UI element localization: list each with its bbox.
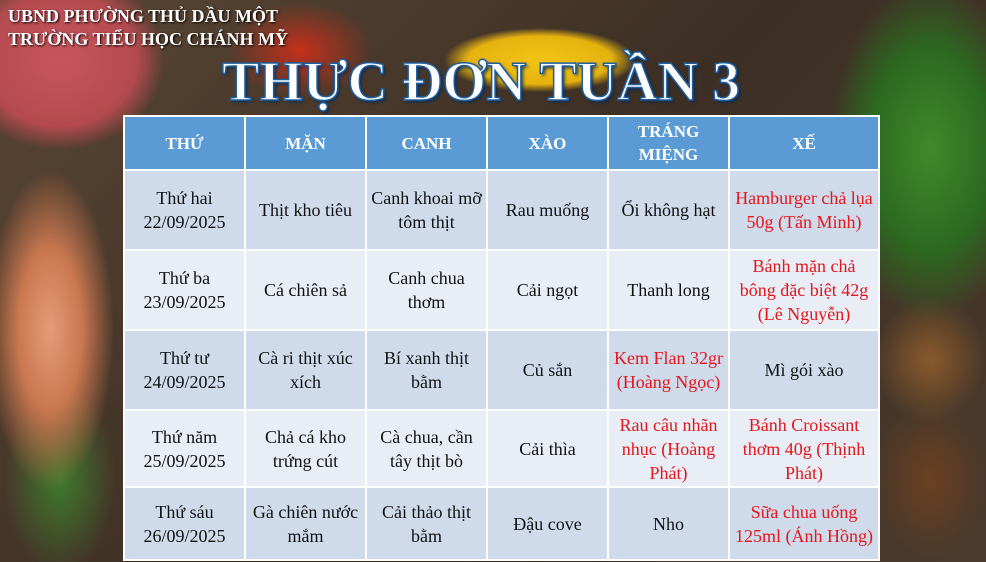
stirfry-cell: Cải thìa: [486, 409, 609, 488]
column-header-main: MẶN: [244, 115, 367, 171]
day-cell: Thứ năm 25/09/2025: [123, 409, 246, 488]
school-label: TRƯỜNG TIỂU HỌC CHÁNH MỸ: [8, 29, 289, 49]
day-name: Thứ tư: [159, 348, 209, 368]
column-header-snack: XẾ: [728, 115, 880, 171]
day-date: 23/09/2025: [143, 292, 226, 312]
table-row: Thứ tư 24/09/2025 Cà ri thịt xúc xích Bí xa…: [123, 329, 880, 411]
column-header-day: THỨ: [123, 115, 246, 171]
day-date: 24/09/2025: [143, 372, 226, 392]
day-cell: Thứ sáu 26/09/2025: [123, 486, 246, 561]
main-dish-cell: Gà chiên nước mắm: [244, 486, 367, 561]
day-name: Thứ năm: [151, 426, 218, 447]
stirfry-cell: Đậu cove: [486, 486, 609, 561]
snack-cell: Sữa chua uống 125ml (Ánh Hồng): [728, 486, 880, 561]
page-title: THỰC ĐƠN TUẦN 3: [221, 50, 741, 114]
stirfry-cell: Củ sắn: [486, 329, 609, 411]
district-label: UBND PHƯỜNG THỦ DẦU MỘT: [8, 6, 278, 26]
main-dish-cell: Thịt kho tiêu: [244, 169, 367, 251]
table-header-row: THỨ MẶN CANH XÀO TRÁNG MIỆNG XẾ: [123, 115, 880, 171]
main-dish-cell: Cà ri thịt xúc xích: [244, 329, 367, 411]
dessert-cell: Kem Flan 32gr (Hoàng Ngọc): [607, 329, 730, 411]
main-dish-cell: Chả cá kho trứng cút: [244, 409, 367, 488]
table-row: Thứ ba 23/09/2025 Cá chiên sả Canh chua thơ…: [123, 249, 880, 331]
soup-cell: Bí xanh thịt bằm: [365, 329, 488, 411]
soup-cell: Canh chua thơm: [365, 249, 488, 331]
main-dish-cell: Cá chiên sả: [244, 249, 367, 331]
day-date: 22/09/2025: [143, 212, 226, 232]
table-row: Thứ hai 22/09/2025 Thịt kho tiêu Canh khoai…: [123, 169, 880, 251]
day-cell: Thứ ba 23/09/2025: [123, 249, 246, 331]
stirfry-cell: Cải ngọt: [486, 249, 609, 331]
snack-cell: Bánh Croissant thơm 40g (Thịnh Phát): [728, 409, 880, 488]
menu-table: THỨ MẶN CANH XÀO TRÁNG MIỆNG XẾ Thứ hai 2…: [123, 115, 880, 561]
column-header-dessert: TRÁNG MIỆNG: [607, 115, 730, 171]
day-name: Thứ ba: [158, 268, 211, 288]
stirfry-cell: Rau muống: [486, 169, 609, 251]
day-name: Thứ sáu: [155, 501, 214, 522]
soup-cell: Cải thảo thịt bằm: [365, 486, 488, 561]
day-cell: Thứ tư 24/09/2025: [123, 329, 246, 411]
table-row: Thứ sáu 26/09/2025 Gà chiên nước mắm Cải th…: [123, 486, 880, 561]
dessert-cell: Thanh long: [607, 249, 730, 331]
snack-cell: Mì gói xào: [728, 329, 880, 411]
soup-cell: Cà chua, cần tây thịt bò: [365, 409, 488, 488]
table-row: Thứ năm 25/09/2025 Chả cá kho trứng cút Cà …: [123, 409, 880, 488]
column-header-soup: CANH: [365, 115, 488, 171]
day-date: 26/09/2025: [143, 525, 226, 546]
soup-cell: Canh khoai mỡ tôm thịt: [365, 169, 488, 251]
day-cell: Thứ hai 22/09/2025: [123, 169, 246, 251]
column-header-stirfry: XÀO: [486, 115, 609, 171]
dessert-cell: Ổi không hạt: [607, 169, 730, 251]
dessert-cell: Nho: [607, 486, 730, 561]
snack-cell: Hamburger chả lụa 50g (Tấn Minh): [728, 169, 880, 251]
day-name: Thứ hai: [156, 188, 213, 208]
snack-cell: Bánh mặn chả bông đặc biệt 42g (Lê Nguyễ…: [728, 249, 880, 331]
dessert-cell: Rau câu nhãn nhục (Hoàng Phát): [607, 409, 730, 488]
day-date: 25/09/2025: [143, 450, 226, 471]
